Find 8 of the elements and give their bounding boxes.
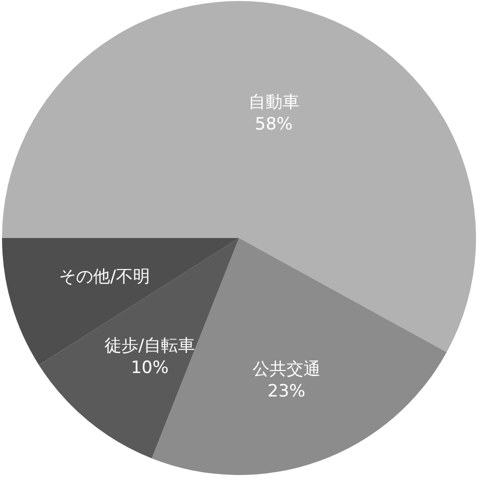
slice-label: 徒歩/自転車 <box>104 336 196 356</box>
data-label: 23% <box>268 382 306 402</box>
slice-label: 自動車 <box>248 92 300 112</box>
data-label: 10% <box>130 358 169 378</box>
data-label: 58% <box>254 114 293 134</box>
pie-slice <box>2 1 476 352</box>
slice-label: その他/不明 <box>59 267 150 288</box>
slice-label: 公共交通 <box>252 360 320 380</box>
